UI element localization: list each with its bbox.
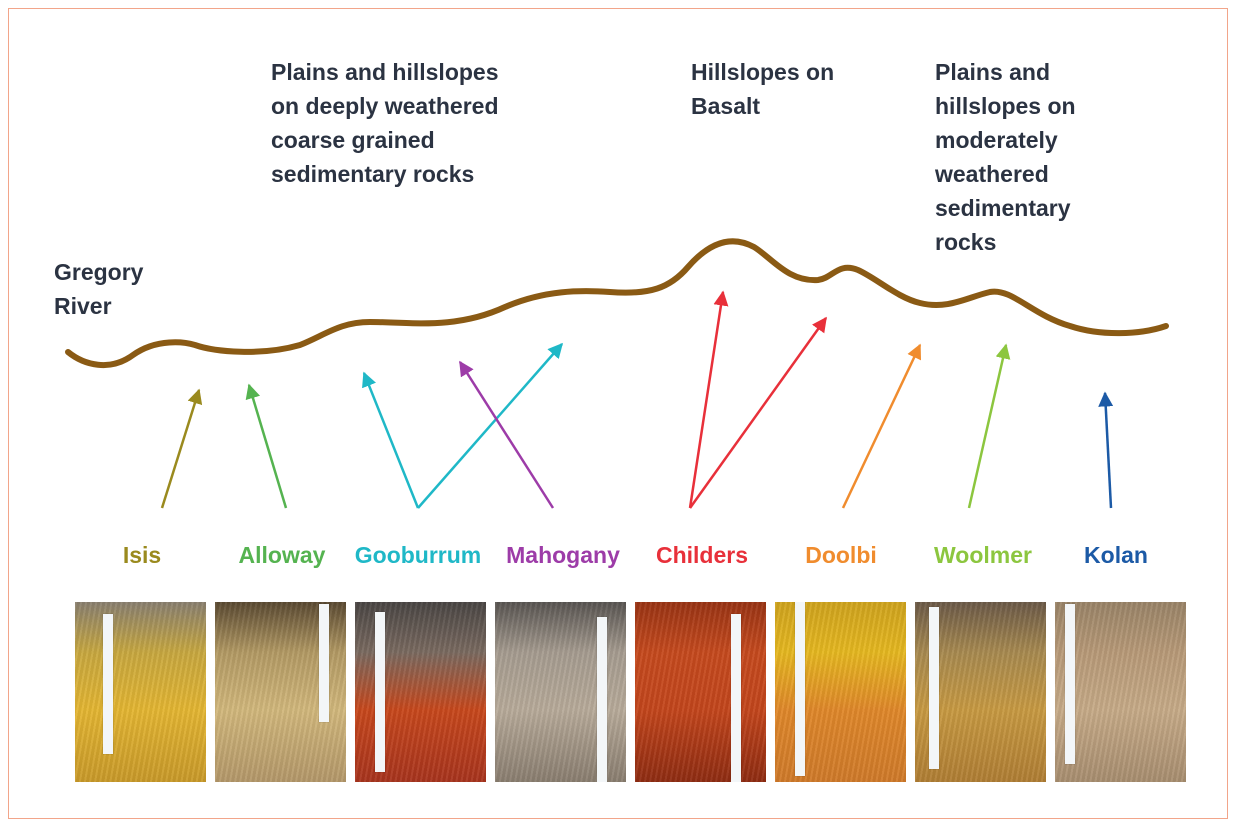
arrow-isis [160, 388, 203, 509]
measuring-tape [1065, 604, 1075, 764]
soil-label-isis: Isis [122, 542, 162, 568]
plains-deeply-weathered-label: Plains and hillslopes on deeply weathere… [271, 59, 499, 187]
soil-label-gooburrum: Gooburrum [354, 542, 482, 568]
soil-label-doolbi: Doolbi [805, 542, 877, 568]
arrow-doolbi [841, 343, 922, 509]
measuring-tape [929, 607, 939, 769]
measuring-tape [103, 614, 113, 754]
measuring-tape [597, 617, 607, 782]
basalt-hillslopes-label: Hillslopes on Basalt [691, 59, 835, 119]
soil-label-kolan: Kolan [1084, 542, 1148, 568]
river-label: Gregory River [54, 259, 144, 319]
measuring-tape [731, 614, 741, 782]
measuring-tape [319, 604, 329, 722]
arrow-gooburrum [362, 371, 420, 509]
soil-label-mahogany: Mahogany [506, 542, 620, 568]
soil-photo-mahogany [495, 602, 626, 782]
measuring-tape [795, 602, 805, 776]
arrow-woolmer [967, 343, 1011, 509]
soil-label-alloway: Alloway [238, 542, 326, 568]
arrow-kolan [1098, 391, 1114, 509]
soil-label-woolmer: Woolmer [934, 542, 1032, 568]
arrow-alloway [245, 383, 288, 509]
arrow-mahogany [458, 360, 555, 509]
soil-photo-alloway [215, 602, 346, 782]
arrow-gooburrum [417, 342, 563, 509]
soil-photo-childers [635, 602, 766, 782]
soil-photo-gooburrum [355, 602, 486, 782]
soil-photo-woolmer [915, 602, 1046, 782]
arrow-childers [688, 290, 729, 509]
soil-photo-doolbi [775, 602, 906, 782]
plains-moderately-weathered-label: Plains and hillslopes on moderately weat… [935, 59, 1076, 255]
soil-photo-kolan [1055, 602, 1186, 782]
terrain-profile-line [65, 238, 1169, 369]
soil-photo-isis [75, 602, 206, 782]
soil-label-childers: Childers [655, 542, 749, 568]
measuring-tape [375, 612, 385, 772]
arrow-childers [688, 316, 828, 509]
